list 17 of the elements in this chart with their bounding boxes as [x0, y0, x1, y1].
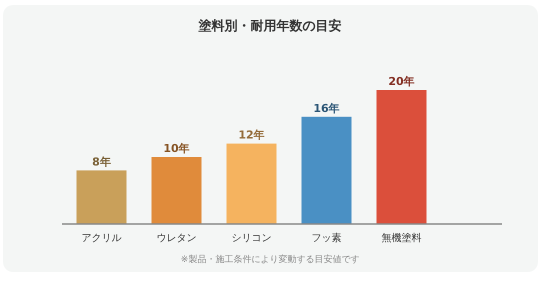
bar — [76, 170, 126, 224]
x-tick-label: シリコン — [232, 233, 272, 244]
bar — [302, 116, 352, 224]
data-label: 8年 — [92, 155, 111, 168]
x-tick-label: アクリル — [82, 233, 122, 244]
data-label: 10年 — [163, 142, 190, 155]
bar — [226, 144, 276, 224]
chart-title: 塗料別・耐用年数の目安 — [198, 18, 342, 34]
data-label: 16年 — [313, 102, 340, 115]
data-label: 20年 — [388, 75, 415, 88]
x-tick-label: ウレタン — [156, 233, 196, 244]
data-label: 12年 — [238, 128, 265, 142]
x-tick-label: フッ素 — [312, 232, 342, 244]
bar — [376, 90, 426, 224]
text: ※製品・施工条件により変動する目安値です — [180, 254, 360, 265]
x-tick-label: 無機塗料 — [382, 232, 422, 244]
bar — [152, 157, 202, 224]
